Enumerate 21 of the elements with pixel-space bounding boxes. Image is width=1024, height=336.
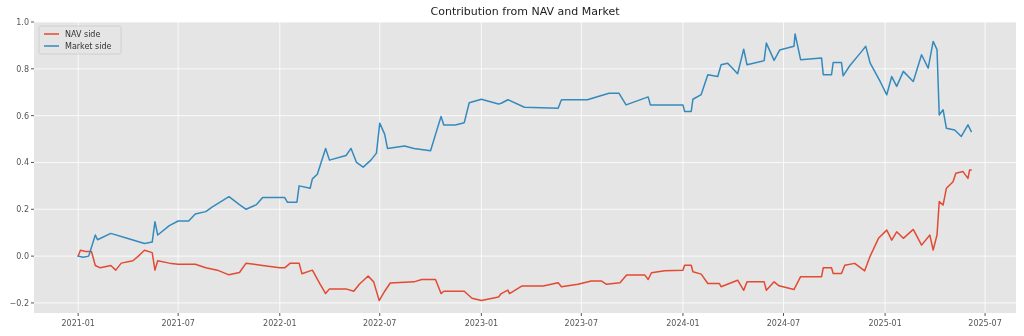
x-tick-label: 2025-01 bbox=[868, 319, 902, 328]
x-tick-label: 2022-01 bbox=[263, 319, 297, 328]
y-tick-label: 0.4 bbox=[16, 158, 29, 168]
x-tick-label: 2023-01 bbox=[464, 319, 499, 328]
legend-label: Market side bbox=[65, 42, 112, 51]
x-tick-label: 2025-07 bbox=[968, 319, 1002, 328]
y-tick-label: −0.2 bbox=[9, 298, 29, 308]
y-tick-label: 0.6 bbox=[16, 111, 29, 121]
x-tick-label: 2021-01 bbox=[61, 319, 95, 328]
y-tick-label: 0.8 bbox=[16, 64, 29, 74]
x-tick-label: 2024-01 bbox=[666, 319, 700, 328]
legend-label: NAV side bbox=[65, 30, 101, 39]
x-tick-label: 2021-07 bbox=[161, 319, 195, 328]
line-series bbox=[77, 169, 973, 302]
y-tick-label: 1.0 bbox=[16, 18, 29, 27]
x-tick-label: 2024-07 bbox=[766, 319, 801, 328]
x-tick-label: 2023-07 bbox=[564, 319, 599, 328]
chart-title: Contribution from NAV and Market bbox=[430, 5, 621, 18]
x-tick-label: 2022-07 bbox=[363, 319, 397, 328]
y-tick-label: 0.0 bbox=[16, 252, 29, 262]
y-tick-label: 0.2 bbox=[16, 205, 29, 215]
